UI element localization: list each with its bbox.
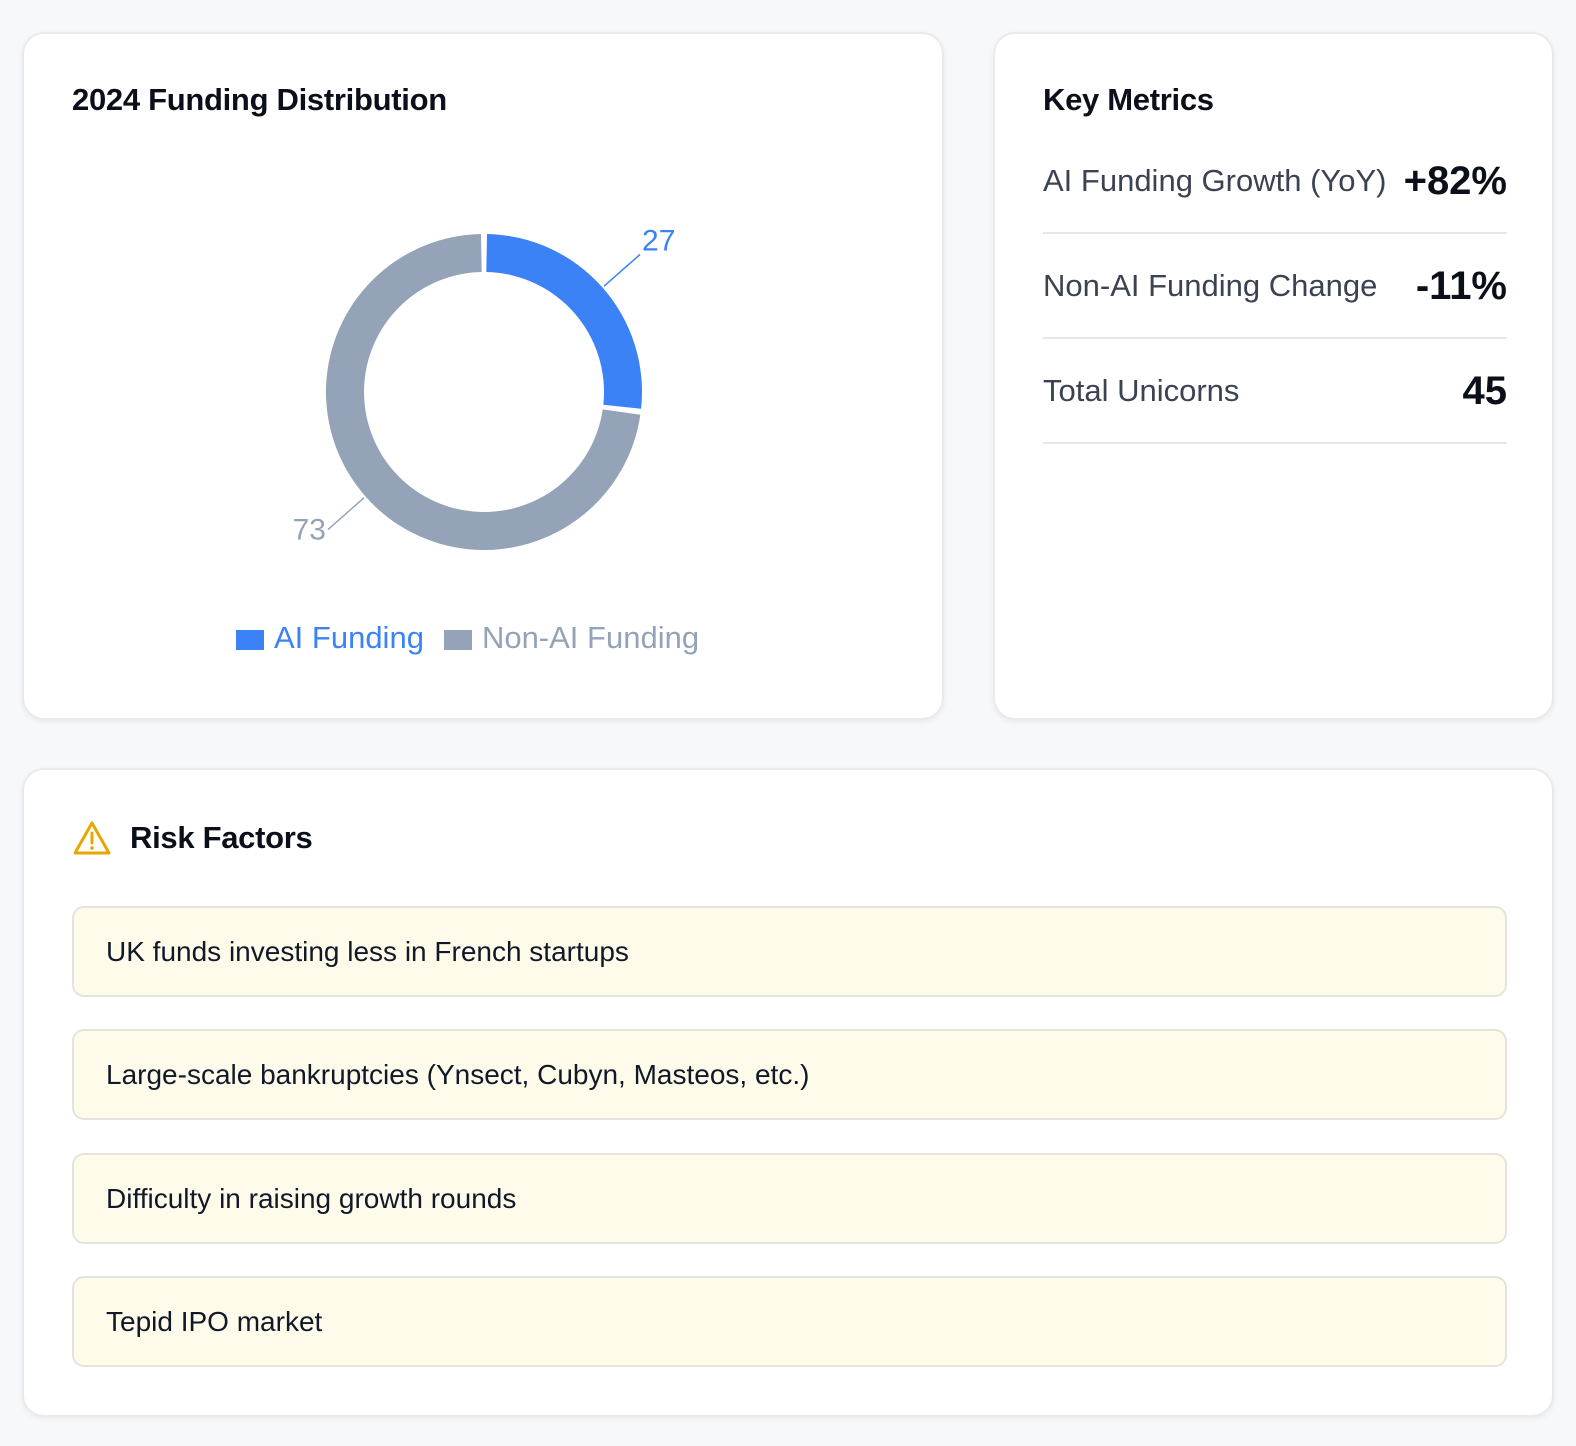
metric-label: Non-AI Funding Change (1043, 268, 1378, 303)
donut-data-label: 73 (293, 514, 326, 547)
metric-value: +82% (1403, 158, 1507, 203)
chart-legend: AI Funding Non-AI Funding (236, 620, 719, 656)
risk-item: Large-scale bankruptcies (Ynsect, Cubyn,… (72, 1029, 1507, 1120)
legend-label-non-ai-funding: Non-AI Funding (481, 620, 700, 655)
metric-value: 45 (1462, 368, 1508, 413)
risk-card-title: Risk Factors (130, 820, 313, 855)
legend-swatch-ai-funding (236, 630, 264, 650)
donut-chart: 27 73 (293, 224, 675, 550)
key-metrics-card: Key Metrics AI Funding Growth (YoY) +82%… (993, 32, 1554, 720)
donut-data-label: 27 (642, 224, 675, 257)
metric-value: -11% (1415, 263, 1507, 308)
legend-label-ai-funding: AI Funding (274, 620, 424, 655)
legend-swatch-non-ai-funding (443, 630, 472, 650)
metric-row-ai-growth: AI Funding Growth (YoY) +82% (1043, 130, 1507, 234)
metric-row-total-unicorns: Total Unicorns 45 (1043, 340, 1507, 444)
risk-header: Risk Factors (72, 820, 313, 856)
warning-triangle-icon (73, 821, 111, 855)
donut-slice-ai-funding[interactable] (486, 234, 643, 409)
funding-card-title: 2024 Funding Distribution (72, 82, 447, 117)
donut-leader-line (603, 253, 641, 287)
funding-distribution-card: 2024 Funding Distribution 27 73 AI Fundin… (22, 32, 944, 720)
risk-item: UK funds investing less in French startu… (72, 906, 1507, 997)
legend-item-ai-funding[interactable]: AI Funding (236, 620, 424, 656)
risk-item: Difficulty in raising growth rounds (72, 1153, 1507, 1244)
metric-row-non-ai-change: Non-AI Funding Change -11% (1043, 235, 1507, 339)
metrics-card-title: Key Metrics (1043, 82, 1214, 117)
legend-item-non-ai-funding[interactable]: Non-AI Funding (443, 620, 700, 656)
metric-label: AI Funding Growth (YoY) (1043, 163, 1387, 198)
risk-factors-card: Risk Factors UK funds investing less in … (22, 768, 1554, 1417)
metric-label: Total Unicorns (1043, 373, 1240, 408)
risk-item: Tepid IPO market (72, 1276, 1507, 1367)
donut-leader-line (327, 497, 365, 531)
